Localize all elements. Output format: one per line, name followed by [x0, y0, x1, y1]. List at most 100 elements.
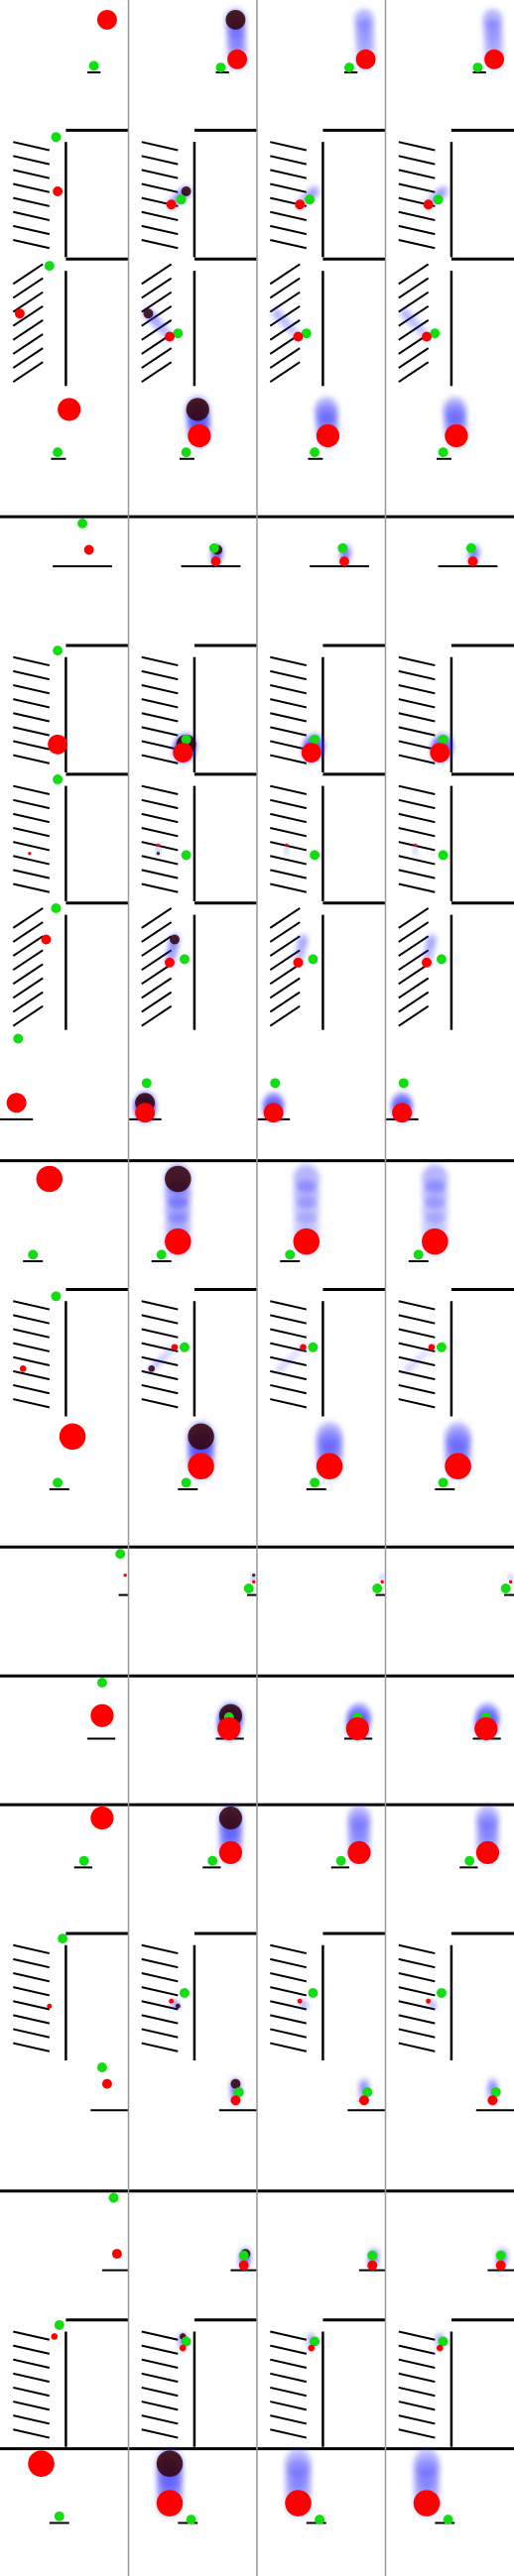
- green-ball: [233, 2086, 244, 2097]
- frame: [128, 1674, 257, 1742]
- red-ball: [355, 49, 376, 69]
- hatch-line: [13, 684, 51, 695]
- frame: [141, 772, 257, 901]
- hatch-line: [270, 726, 308, 737]
- hatch-line: [141, 2372, 179, 2384]
- frame: [436, 397, 468, 460]
- hatch-line: [13, 2400, 51, 2411]
- frame: [398, 644, 514, 772]
- hatch-line: [141, 698, 179, 709]
- green-ball: [173, 328, 184, 339]
- green-ball: [310, 734, 321, 745]
- green-ball: [179, 954, 190, 965]
- green-ball: [181, 447, 192, 458]
- red-ball: [285, 2490, 312, 2517]
- hatch-line: [269, 347, 301, 369]
- hatch-line: [141, 141, 179, 152]
- hatch-line: [13, 669, 51, 681]
- hatch-line: [13, 2386, 51, 2398]
- hatch-line: [13, 2414, 51, 2425]
- red-ball: [367, 2260, 378, 2271]
- hatch-line: [13, 2344, 51, 2355]
- hatch-line: [269, 991, 301, 1013]
- frame: [385, 1803, 514, 1869]
- green-ball: [308, 1987, 319, 1998]
- hatch-line: [13, 2014, 51, 2025]
- red-ball: [53, 186, 64, 196]
- frame: [13, 1932, 129, 2060]
- frame: [218, 2078, 257, 2112]
- frame: [385, 1078, 419, 1124]
- hatch-line: [141, 1383, 179, 1395]
- hatch-line: [141, 977, 173, 999]
- frame: [12, 257, 129, 387]
- red-ball: [426, 1998, 432, 2004]
- hatch-line: [141, 935, 173, 957]
- hatch-line: [270, 2042, 308, 2052]
- hatch-line: [270, 182, 308, 193]
- frame: [0, 515, 129, 568]
- hatch-line: [398, 1398, 436, 1409]
- hatch-line: [141, 841, 179, 852]
- red-ball: [297, 1998, 303, 2004]
- hatch-line: [13, 169, 51, 179]
- hatch-line: [270, 224, 308, 236]
- hatch-line: [398, 991, 430, 1013]
- hatch-line: [398, 882, 436, 893]
- green-ball: [436, 1342, 447, 1352]
- green-ball: [438, 1477, 449, 1488]
- green-ball: [51, 1291, 62, 1302]
- hatch-line: [12, 977, 44, 999]
- red-ball: [171, 1344, 179, 1351]
- hatch-line: [269, 277, 301, 299]
- green-ball: [53, 774, 64, 785]
- green-ball: [398, 1078, 409, 1089]
- frame: [257, 1674, 386, 1742]
- hatch-line: [13, 1328, 51, 1339]
- green-ball: [310, 1477, 321, 1488]
- hatch-line: [398, 726, 436, 737]
- hatch-line: [270, 2400, 308, 2411]
- hatch-line: [270, 2358, 308, 2369]
- hatch-line: [270, 712, 308, 723]
- hatch-line: [398, 935, 430, 957]
- hatch-line: [270, 869, 308, 879]
- green-ball: [500, 1582, 511, 1593]
- green-ball: [433, 194, 444, 205]
- hatch-line: [141, 2042, 179, 2052]
- hatch-line: [269, 977, 301, 999]
- frame: [257, 2189, 386, 2272]
- green-ball: [310, 447, 321, 458]
- hatch-line: [270, 2330, 308, 2341]
- frame: [128, 1159, 257, 1263]
- hatch-line: [13, 855, 51, 866]
- hatch-line: [141, 1004, 173, 1027]
- red-ball: [101, 2078, 112, 2089]
- green-ball: [208, 542, 219, 553]
- hatch-line: [398, 698, 436, 709]
- green-ball: [88, 60, 99, 71]
- hatch-line: [141, 182, 179, 193]
- green-ball: [301, 328, 312, 339]
- frame: [269, 257, 386, 387]
- frame: [270, 644, 386, 772]
- frame: [398, 1932, 514, 2060]
- hatch-line: [269, 963, 301, 986]
- green-ball: [51, 132, 62, 143]
- green-ball: [176, 194, 187, 205]
- hatch-line: [141, 1398, 179, 1409]
- hatch-line: [12, 1004, 44, 1027]
- frame: [398, 1288, 514, 1417]
- hatch-line: [141, 712, 179, 723]
- green-ball: [308, 1342, 319, 1352]
- red-ball: [495, 2260, 506, 2271]
- hatch-line: [141, 2028, 179, 2039]
- red-ball: [345, 1716, 369, 1741]
- red-ball: [47, 2003, 53, 2009]
- hatch-line: [141, 726, 179, 737]
- frame: [398, 772, 514, 901]
- red-ball: [422, 957, 432, 968]
- trail: [294, 1348, 301, 1356]
- hatch-line: [270, 684, 308, 695]
- frame: [270, 2318, 386, 2447]
